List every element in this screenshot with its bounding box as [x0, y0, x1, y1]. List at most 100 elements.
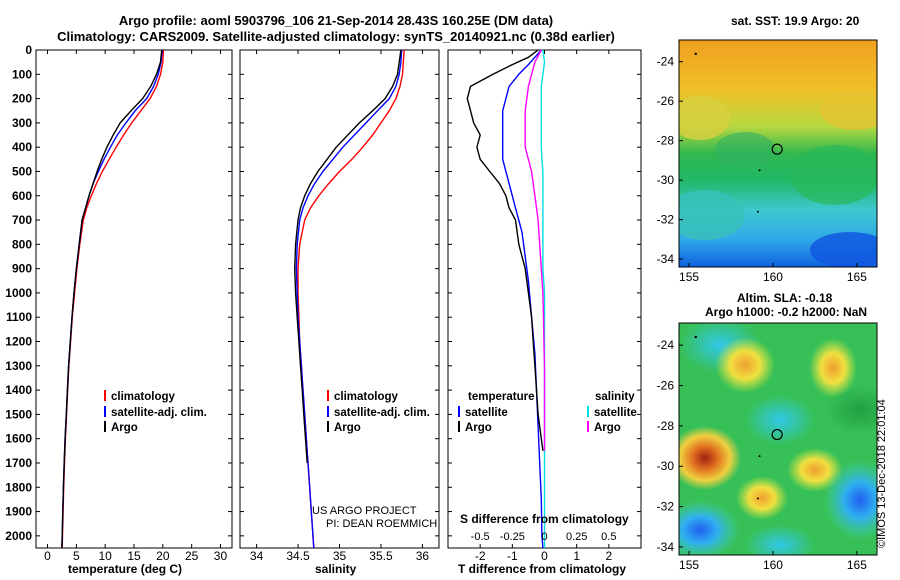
y-tick-label: 100: [12, 67, 32, 81]
y-tick-label: 1600: [5, 432, 32, 446]
map-y-tick-label: -28: [657, 134, 675, 148]
map-y-tick-label: -34: [657, 252, 675, 266]
series-line-salinity-argo: [294, 49, 402, 464]
project-note-line2: PI: DEAN ROEMMICH: [326, 518, 438, 530]
s-diff-tick-label: 0.25: [566, 531, 587, 543]
y-tick-label: 1800: [5, 480, 32, 494]
series-line-salinity-satellite: [295, 49, 403, 549]
legend-item-climatology: climatology: [334, 391, 398, 403]
y-tick-label: 500: [12, 164, 32, 178]
map-y-tick-label: -30: [657, 459, 675, 473]
x-tick-label-temperature: 5: [73, 549, 80, 563]
map-y-tick-label: -30: [657, 173, 675, 187]
s-diff-tick-label: -0.25: [500, 531, 525, 543]
legend-swatch-satellite: [104, 405, 106, 417]
temperature-legend: climatology satellite-adj. clim. Argo: [104, 390, 207, 437]
map-x-tick-label: 165: [847, 270, 867, 284]
y-tick-label: 0: [25, 43, 32, 57]
legend-swatch-sat-salinity: [587, 405, 589, 417]
legend-title-salinity: salinity: [595, 391, 635, 403]
map-y-tick-label: -26: [657, 379, 675, 393]
y-tick-label: 300: [12, 116, 32, 130]
x-tick-label-salinity: 34.5: [286, 549, 310, 563]
argo-position-marker: [771, 143, 783, 155]
trajectory-dot: [756, 210, 759, 213]
y-tick-label: 1000: [5, 286, 32, 300]
y-tick-label: 600: [12, 189, 32, 203]
x-tick-label-temperature: 25: [185, 549, 199, 563]
trajectory-dot: [758, 169, 761, 172]
s-diff-tick-label: 0: [541, 531, 547, 543]
y-tick-label: 1200: [5, 335, 32, 349]
map-y-tick-label: -28: [657, 419, 675, 433]
x-tick-label-temperature: 30: [214, 549, 228, 563]
series-line-difference-argo: [466, 49, 544, 451]
x-tick-label-temperature: 20: [156, 549, 170, 563]
x-tick-label-salinity: 36: [416, 549, 430, 563]
temperature-xlabel: temperature (deg C): [68, 562, 183, 576]
plot-frame-salinity: [239, 49, 440, 549]
difference-xlabel: T difference from climatology: [458, 562, 627, 576]
sst-map: [679, 40, 877, 267]
legend-item-argo: Argo: [334, 422, 361, 434]
sst-map-title: sat. SST: 19.9 Argo: 20: [731, 14, 860, 28]
map-x-tick-label: 160: [763, 558, 783, 572]
trajectory-dot: [756, 497, 759, 500]
map-x-tick-label: 155: [679, 270, 699, 284]
sla-map-title-line1: Altim. SLA: -0.18: [737, 291, 833, 305]
legend-swatch-satellite: [458, 405, 460, 417]
x-tick-label-temperature: 15: [127, 549, 141, 563]
y-tick-label: 400: [12, 140, 32, 154]
chart-title-line1: Argo profile: aoml 5903796_106 21-Sep-20…: [118, 13, 554, 28]
legend-swatch-climatology: [104, 390, 106, 401]
y-tick-label: 1500: [5, 407, 32, 421]
s-diff-tick-label: 0.5: [601, 531, 616, 543]
y-tick-label: 900: [12, 262, 32, 276]
legend-swatch-argo: [327, 421, 329, 432]
map-x-tick-label: 165: [847, 558, 867, 572]
map-y-tick-label: -24: [657, 338, 675, 352]
map-x-tick-label: 160: [763, 270, 783, 284]
plot-frame-temperature: [35, 49, 233, 549]
legend-swatch-argo: [104, 421, 106, 432]
x-tick-label-difference: 2: [605, 549, 612, 563]
y-tick-label: 200: [12, 92, 32, 106]
x-tick-label-difference: -1: [507, 549, 518, 563]
y-tick-label: 1300: [5, 359, 32, 373]
sla-map-title-line2: Argo h1000: -0.2 h2000: NaN: [705, 305, 868, 319]
legend-swatch-argo-salinity: [587, 421, 589, 432]
map-y-tick-label: -34: [657, 540, 675, 554]
legend-item-satellite: satellite-adj. clim.: [111, 406, 207, 419]
series-line-temperature-argo: [61, 49, 163, 549]
legend-item-climatology: climatology: [111, 391, 175, 403]
legend-item-argo: Argo: [111, 422, 138, 434]
x-tick-label-salinity: 35.5: [369, 549, 393, 563]
x-tick-label-temperature: 0: [44, 549, 51, 563]
map-frame: [678, 39, 878, 268]
y-tick-label: 1900: [5, 505, 32, 519]
y-tick-label: 1700: [5, 456, 32, 470]
project-note-line1: US ARGO PROJECT: [312, 505, 417, 517]
x-tick-label-salinity: 35: [333, 549, 347, 563]
trajectory-dot: [694, 52, 697, 56]
legend-item-argo-salinity: Argo: [594, 422, 621, 434]
x-tick-label-difference: 1: [573, 549, 580, 563]
legend-swatch-climatology: [327, 390, 329, 401]
diff-salinity-legend: salinity satellite Argo: [587, 390, 637, 437]
x-tick-label-salinity: 34: [250, 549, 264, 563]
legend-item-sat-salinity: satellite: [594, 406, 637, 419]
map-y-tick-label: -32: [657, 213, 675, 227]
map-frame: [678, 322, 878, 556]
legend-swatch-argo: [458, 421, 460, 432]
map-y-tick-label: -32: [657, 500, 675, 514]
trajectory-dot: [758, 455, 761, 458]
sla-map: [679, 323, 877, 555]
argo-position-marker: [771, 428, 783, 441]
difference-top-axis-label: S difference from climatology: [460, 512, 629, 526]
series-line-difference-satellite: [502, 49, 544, 549]
legend-item-satellite: satellite: [465, 406, 508, 419]
y-tick-label: 1400: [5, 383, 32, 397]
y-tick-label: 1100: [6, 310, 32, 324]
s-diff-tick-label: -0.5: [471, 531, 490, 543]
